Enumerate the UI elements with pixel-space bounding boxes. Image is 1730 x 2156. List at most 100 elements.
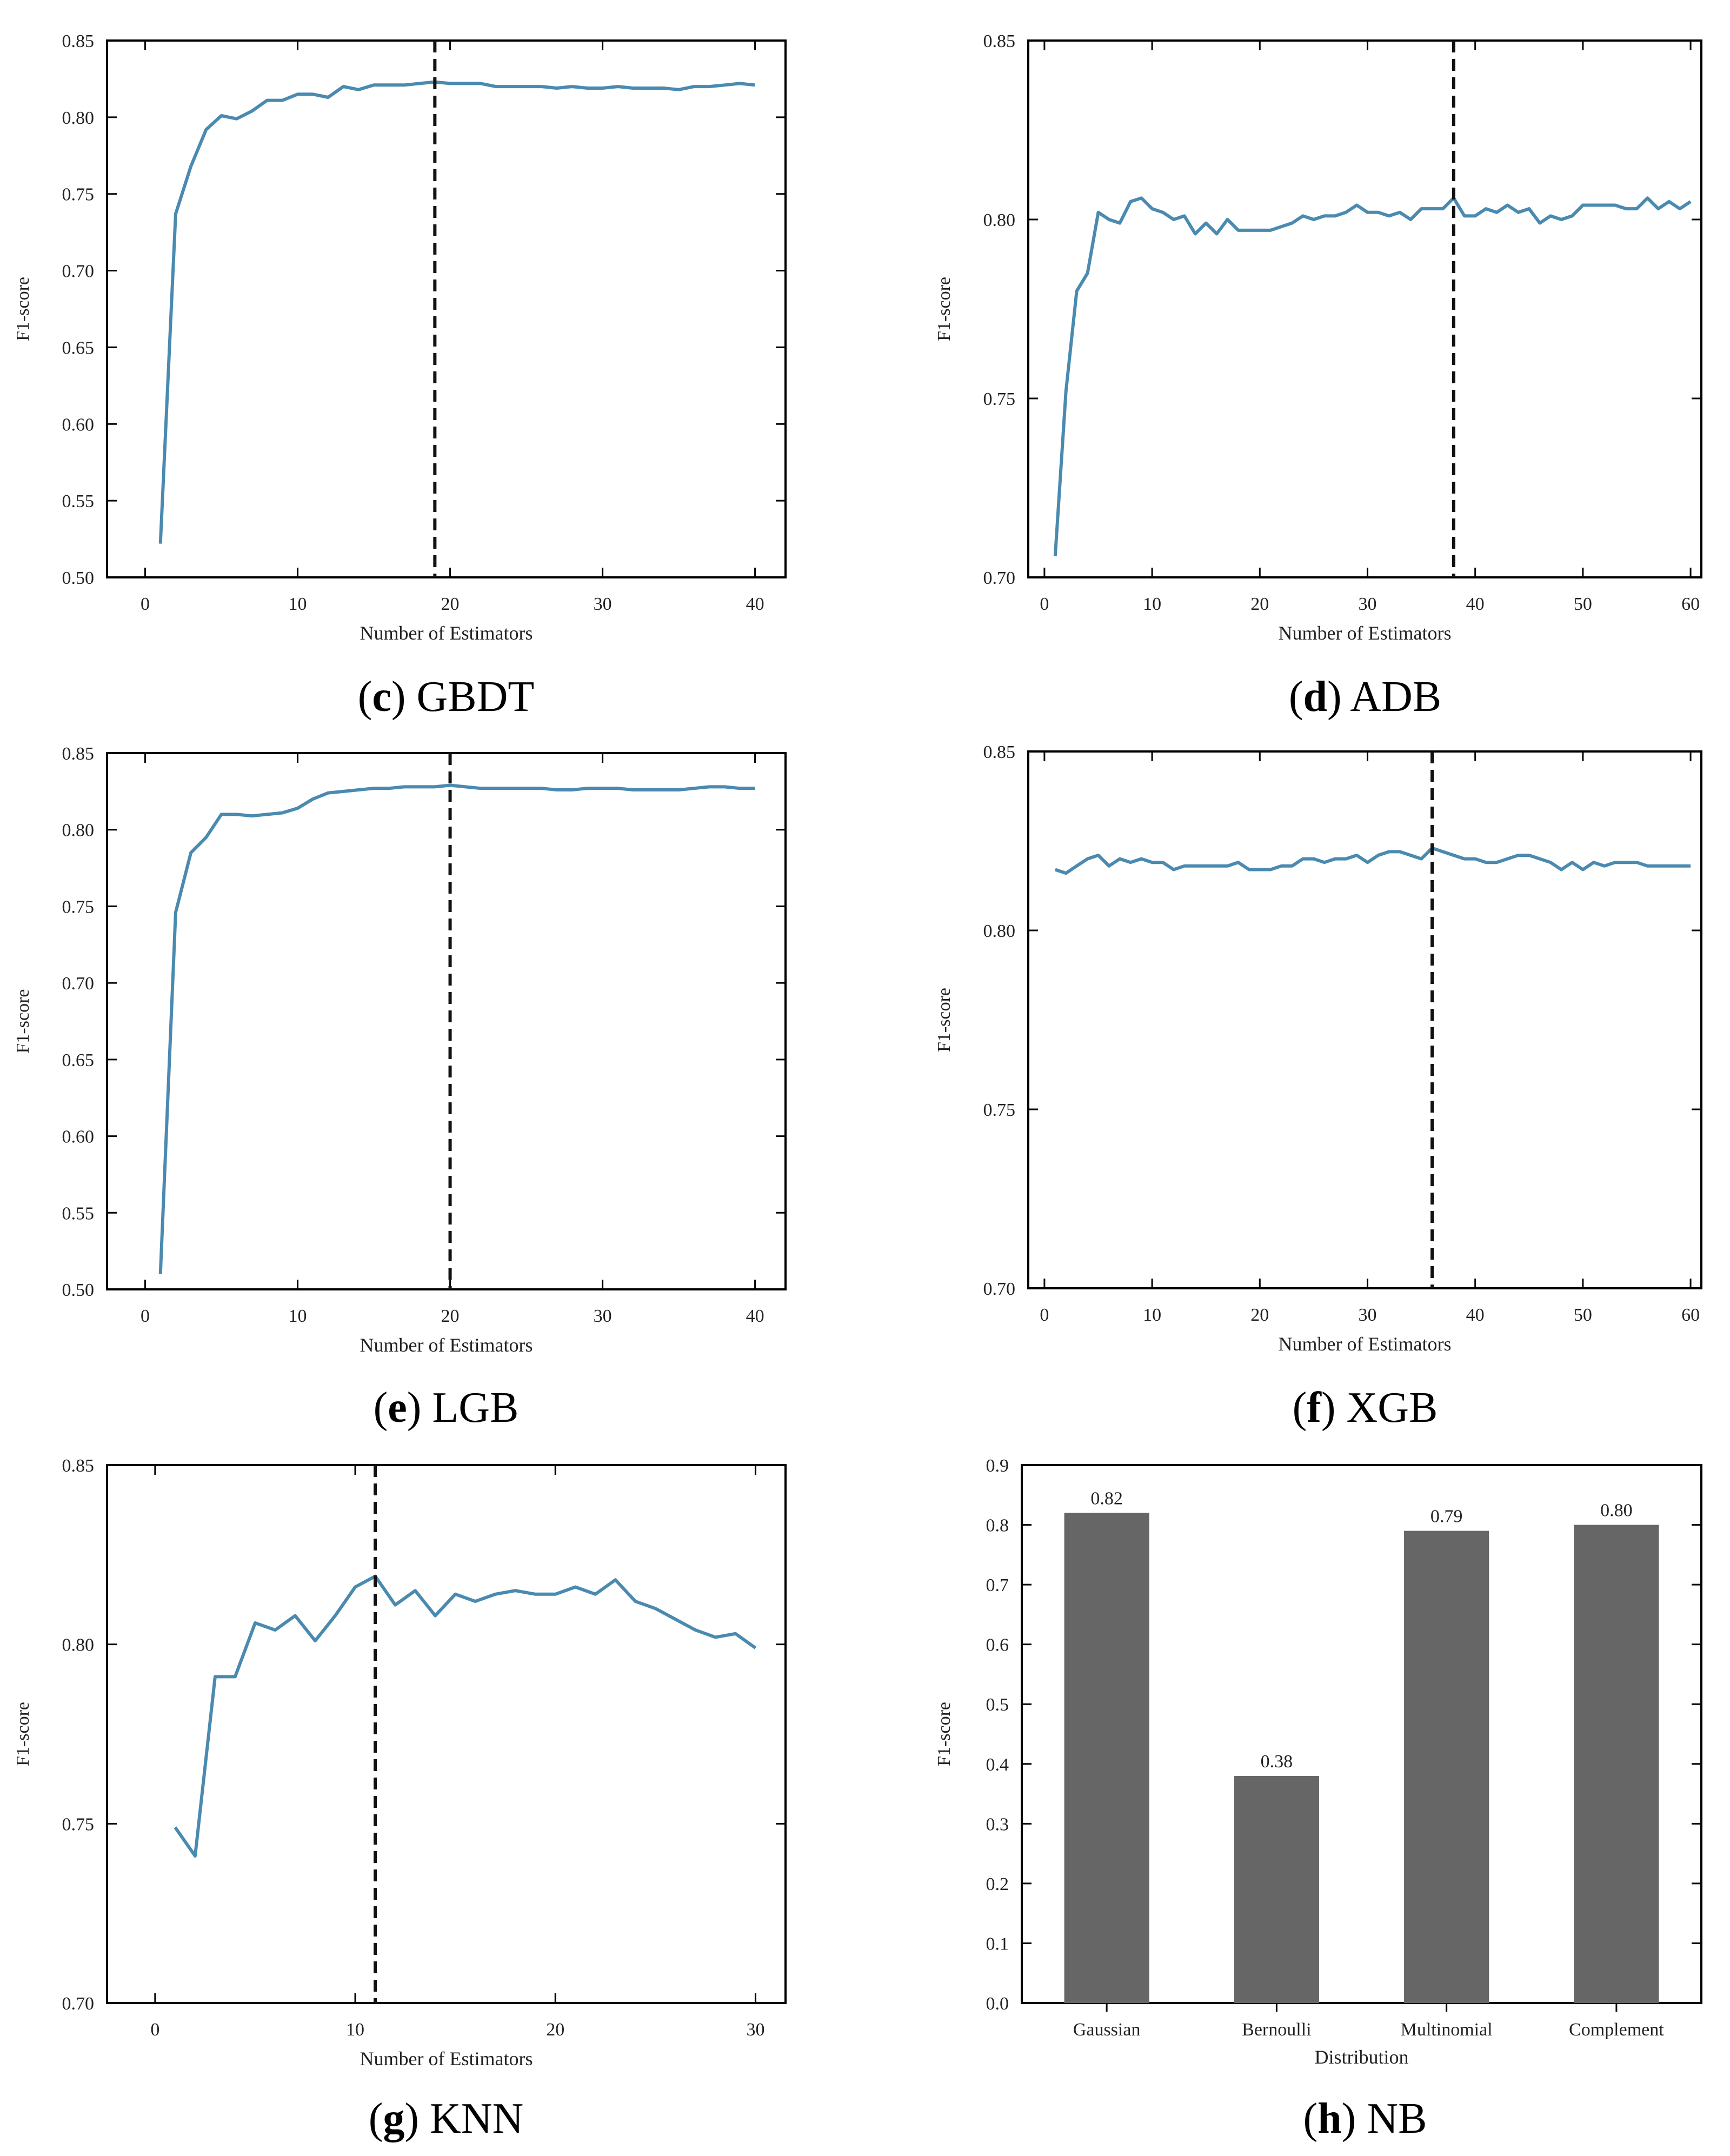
caption-paren-open: ( (369, 2095, 383, 2142)
y-axis-label: F1-score (934, 1702, 954, 1766)
caption-letter: e (388, 1384, 407, 1432)
y-tick-label: 0.70 (983, 1279, 1016, 1299)
plot-frame (1027, 39, 1702, 578)
y-tick-label: 0.60 (62, 415, 95, 435)
y-tick-label: 0.80 (983, 210, 1016, 230)
x-tick-label: 50 (1574, 1305, 1592, 1325)
panel-caption: (c) GBDT (358, 673, 535, 721)
caption-name: LGB (432, 1384, 518, 1432)
x-tick-label: Bernoulli (1242, 2020, 1311, 2040)
x-tick-label: 10 (1143, 1305, 1161, 1325)
x-tick-label: 30 (1358, 594, 1376, 614)
x-tick-label: 20 (546, 2020, 564, 2040)
bar (1234, 1775, 1319, 2003)
y-tick-label: 0.80 (62, 821, 95, 841)
y-tick-label: 0.65 (62, 1050, 95, 1070)
x-tick-label: 10 (1143, 594, 1161, 614)
x-tick-label: 30 (594, 594, 612, 614)
caption-name: GBDT (417, 673, 535, 721)
y-tick-label: 0.85 (983, 31, 1016, 51)
bar (1064, 1513, 1149, 2003)
y-tick-label: 0.55 (62, 1203, 95, 1223)
caption-paren-open: ( (1303, 2095, 1318, 2142)
panel-caption: (f) XGB (1293, 1384, 1438, 1432)
panel-caption: (e) LGB (374, 1384, 519, 1432)
series-line (1053, 196, 1692, 556)
x-tick-label: 20 (1250, 594, 1269, 614)
bar (1574, 1525, 1659, 2003)
x-tick-label: 0 (141, 594, 150, 614)
x-tick-label: 40 (746, 1306, 764, 1326)
panel-caption: (h) NB (1303, 2095, 1427, 2142)
x-tick-label: 40 (1466, 594, 1485, 614)
caption-name: KNN (430, 2095, 523, 2142)
caption-letter: f (1307, 1384, 1322, 1432)
y-tick-label: 0.60 (62, 1127, 95, 1147)
caption-name: ADB (1350, 673, 1441, 721)
x-tick-label: 0 (150, 2020, 159, 2040)
x-tick-label: 30 (594, 1306, 612, 1326)
x-tick-label: Multinomial (1401, 2020, 1493, 2040)
y-tick-label: 0.75 (983, 389, 1016, 409)
caption-paren-open: ( (374, 1384, 388, 1432)
y-tick-label: 0.2 (986, 1874, 1009, 1894)
y-tick-label: 0.70 (983, 568, 1016, 588)
chart-panel-f: 0 10 20 30 40 50 60 0.70 0.75 0.80 0.85 Number of E… (934, 742, 1702, 1432)
y-axis-label: F1-score (13, 1702, 33, 1766)
y-tick-label: 0.3 (986, 1814, 1009, 1834)
bar-value-label: 0.80 (1600, 1501, 1633, 1521)
y-tick-label: 0.9 (986, 1456, 1009, 1476)
y-tick-label: 0.50 (62, 1280, 95, 1300)
caption-paren-close: ) (407, 1384, 432, 1432)
x-axis-label: Number of Estimators (360, 1334, 533, 1356)
caption-name: XGB (1347, 1384, 1438, 1432)
y-tick-label: 0.80 (62, 1635, 95, 1655)
y-tick-label: 0.75 (62, 185, 95, 205)
series-line (158, 80, 755, 544)
x-tick-label: 10 (289, 1306, 307, 1326)
y-tick-label: 0.80 (62, 108, 95, 128)
x-axis-label: Number of Estimators (360, 622, 533, 644)
y-tick-label: 0.4 (986, 1755, 1009, 1775)
x-axis-label: Number of Estimators (1279, 622, 1452, 644)
caption-paren-close: ) (1327, 673, 1350, 721)
y-tick-label: 0.55 (62, 491, 95, 511)
x-tick-label: 20 (1250, 1305, 1269, 1325)
y-tick-label: 0.75 (62, 1814, 95, 1834)
x-tick-label: 60 (1681, 1305, 1700, 1325)
x-tick-label: 0 (141, 1306, 150, 1326)
caption-letter: h (1318, 2095, 1342, 2142)
x-axis-label: Number of Estimators (360, 2048, 533, 2070)
x-tick-label: 30 (1358, 1305, 1376, 1325)
y-tick-label: 0.70 (62, 262, 95, 282)
plot-frame (1021, 1464, 1702, 2004)
x-tick-label: 20 (441, 594, 460, 614)
y-tick-label: 0.70 (62, 1994, 95, 2014)
x-tick-label: 60 (1681, 594, 1700, 614)
x-tick-label: 40 (1466, 1305, 1485, 1325)
caption-letter: c (372, 673, 391, 721)
caption-letter: d (1303, 673, 1328, 721)
bar-value-label: 0.79 (1430, 1507, 1463, 1527)
bar-value-label: 0.82 (1090, 1488, 1123, 1508)
x-tick-label: Gaussian (1073, 2020, 1141, 2040)
x-tick-label: Complement (1569, 2020, 1664, 2040)
x-tick-label: 10 (289, 594, 307, 614)
y-axis-label: F1-score (13, 989, 33, 1054)
chart-panel-c: 0 10 20 30 40 0.50 0.55 0.60 0.65 0.70 0.75 0.80 0.8… (13, 31, 787, 721)
y-tick-label: 0.50 (62, 568, 95, 588)
x-axis-label: Distribution (1314, 2046, 1408, 2068)
caption-paren-close: ) (1342, 2095, 1367, 2142)
series-line (174, 1574, 757, 1858)
caption-paren-open: ( (1293, 1384, 1307, 1432)
x-axis-label: Number of Estimators (1279, 1333, 1452, 1355)
y-tick-label: 0.80 (983, 921, 1016, 941)
y-tick-label: 0.85 (62, 744, 95, 764)
caption-name: NB (1367, 2095, 1427, 2142)
caption-paren-open: ( (1289, 673, 1303, 721)
panel-caption: (g) KNN (369, 2095, 524, 2142)
x-tick-label: 50 (1574, 594, 1592, 614)
y-tick-label: 0.70 (62, 974, 95, 994)
chart-panel-h: 0.0 0.1 0.2 0.3 0.4 0.5 0.6 0.7 0.8 0.9 0.82 Gaussi… (934, 1456, 1702, 2142)
